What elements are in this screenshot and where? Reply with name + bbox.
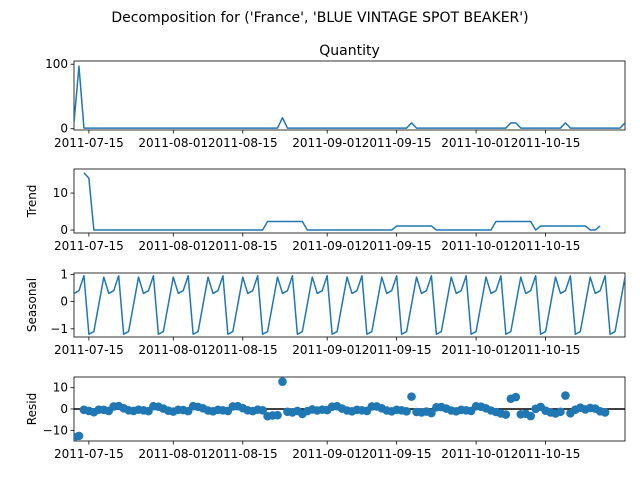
resid-point (278, 377, 287, 386)
x-tick-label: 2011-07-15 (54, 447, 124, 461)
resid-point (501, 410, 511, 419)
plot-area (74, 65, 625, 129)
y-axis-label: Trend (25, 185, 39, 219)
series-line (83, 172, 601, 231)
x-tick-label: 2011-08-15 (208, 136, 278, 150)
plot-area (83, 172, 601, 231)
y-tick-label: 100 (45, 57, 68, 71)
x-tick-label: 2011-09-01 (292, 239, 362, 253)
y-tick-label: 0 (60, 122, 68, 136)
y-tick-label: 0 (60, 402, 68, 416)
x-tick-label: 2011-09-01 (292, 136, 362, 150)
y-tick-label: 1 (60, 267, 68, 281)
series-line (74, 274, 625, 336)
x-tick-label: 2011-07-15 (54, 136, 124, 150)
x-tick-label: 2011-10-01 (441, 136, 511, 150)
series-line (74, 65, 625, 129)
y-tick-label: −1 (50, 322, 68, 336)
axes-frame (73, 60, 626, 131)
x-tick-label: 2011-08-15 (208, 239, 278, 253)
resid-point (407, 392, 416, 401)
resid-point (511, 392, 521, 402)
x-tick-label: 2011-09-15 (362, 343, 432, 357)
x-tick-label: 2011-07-15 (54, 239, 124, 253)
plot-area (74, 274, 625, 336)
plot-area (74, 377, 625, 441)
x-tick-label: 2011-08-01 (138, 447, 208, 461)
x-tick-label: 2011-08-01 (138, 239, 208, 253)
panel-seasonal: Seasonal −1 0 1 2011-07-15 2011-08-01 2011-08-… (25, 267, 626, 357)
x-tick-label: 2011-08-15 (208, 447, 278, 461)
resid-point (526, 411, 535, 421)
x-tick-label: 2011-10-15 (511, 343, 581, 357)
x-tick-label: 2011-10-15 (511, 239, 581, 253)
x-tick-label: 2011-10-01 (441, 343, 511, 357)
y-tick-label: −10 (43, 423, 68, 437)
resid-point (427, 408, 436, 418)
x-tick-label: 2011-09-15 (362, 136, 432, 150)
x-tick-label: 2011-10-15 (511, 447, 581, 461)
x-tick-label: 2011-10-01 (441, 239, 511, 253)
y-tick-label: 10 (53, 186, 68, 200)
resid-point (273, 410, 282, 420)
y-tick-label: 0 (60, 223, 68, 237)
y-axis-label: Resid (25, 393, 39, 425)
resid-point (258, 405, 267, 415)
x-tick-label: 2011-10-15 (511, 136, 581, 150)
resid-point (600, 408, 610, 417)
resid-point (561, 391, 570, 400)
axes-frame (73, 168, 626, 234)
x-tick-label: 2011-09-01 (292, 343, 362, 357)
x-tick-label: 2011-08-01 (138, 343, 208, 357)
x-tick-label: 2011-08-15 (208, 343, 278, 357)
x-tick-label: 2011-10-01 (441, 447, 511, 461)
x-tick-label: 2011-09-01 (292, 447, 362, 461)
y-tick-label: 10 (53, 381, 68, 395)
axes-frame (73, 272, 626, 338)
panel-trend: Trend 0 10 2011-07-15 2011-08-01 2011-08-15 20… (25, 168, 626, 253)
x-tick-label: 2011-09-15 (362, 447, 432, 461)
panel-title: Quantity (319, 43, 380, 59)
y-tick-label: 0 (60, 295, 68, 309)
y-axis-label: Seasonal (25, 278, 39, 332)
resid-point (74, 431, 84, 441)
x-tick-label: 2011-07-15 (54, 343, 124, 357)
panel-resid: Resid −10 0 10 2011-07-15 2011-08-01 2011-08-1… (25, 376, 626, 461)
x-tick-label: 2011-09-15 (362, 239, 432, 253)
figure-title: Decomposition for ('France', 'BLUE VINTA… (111, 10, 528, 26)
x-tick-label: 2011-08-01 (138, 136, 208, 150)
panel-quantity: Quantity 0 100 2011-07-15 2011-08-01 2011-08-… (45, 43, 626, 150)
resid-point (402, 407, 411, 416)
resid-point (556, 407, 565, 417)
